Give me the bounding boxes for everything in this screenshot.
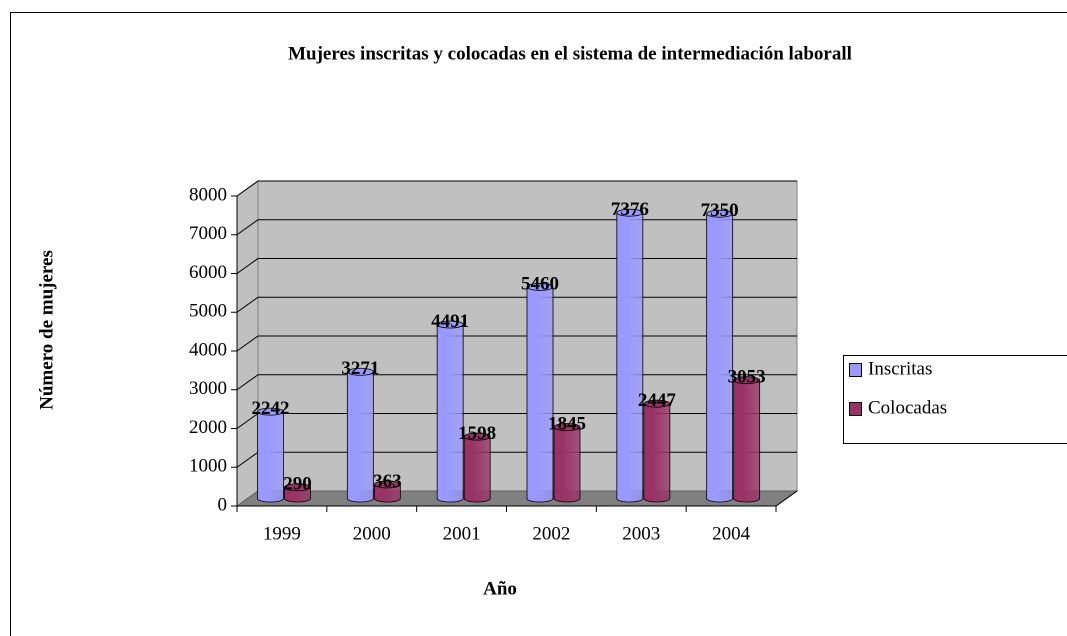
bar-top xyxy=(463,432,491,441)
bar-body xyxy=(733,379,761,503)
bar-body xyxy=(257,411,284,503)
bar xyxy=(257,407,284,503)
data-label: 5460 xyxy=(521,273,559,294)
bar-top xyxy=(257,407,284,416)
bar-body xyxy=(526,286,554,503)
bar xyxy=(616,208,644,503)
grid-line xyxy=(236,180,797,197)
y-tick-label: 7000 xyxy=(189,223,227,244)
x-tick-label: 2003 xyxy=(622,523,660,544)
y-axis-label: Número de mujeres xyxy=(36,250,57,410)
bar-body xyxy=(706,213,734,503)
bar-body xyxy=(643,403,671,503)
data-label: 2447 xyxy=(638,390,677,411)
y-tick-label: 1000 xyxy=(189,456,227,477)
x-tick-label: 2000 xyxy=(353,523,391,544)
bar-body xyxy=(463,436,491,503)
bar-top xyxy=(706,209,734,218)
x-tick-label: 2001 xyxy=(443,523,481,544)
bar-top xyxy=(346,367,374,376)
data-label: 7350 xyxy=(701,200,739,221)
x-tick-label: 2004 xyxy=(712,523,751,544)
data-label: 7376 xyxy=(611,199,649,220)
data-label: 1845 xyxy=(548,413,586,434)
data-label: 2242 xyxy=(252,398,290,419)
bar-top xyxy=(643,399,671,408)
data-label: 4491 xyxy=(431,311,469,332)
legend-swatch xyxy=(849,402,862,416)
bar-body xyxy=(616,212,644,503)
bar-top xyxy=(733,376,761,385)
bar-body xyxy=(284,486,311,503)
x-axis-label: Año xyxy=(483,578,517,599)
bar-body xyxy=(436,324,464,503)
bar-body xyxy=(553,426,581,503)
bar-top xyxy=(436,320,464,329)
bar xyxy=(733,376,761,503)
data-label: 363 xyxy=(373,471,402,492)
y-tick-label: 3000 xyxy=(189,378,227,399)
data-label: 290 xyxy=(283,474,312,495)
legend-label: Colocadas xyxy=(868,397,947,418)
x-tick-label: 1999 xyxy=(263,523,301,544)
x-tick-label: 2002 xyxy=(532,523,570,544)
legend xyxy=(843,355,1067,444)
data-label: 3271 xyxy=(341,358,379,379)
bar xyxy=(373,480,401,503)
bar xyxy=(346,367,374,503)
bar-top xyxy=(526,283,554,291)
y-tick-label: 6000 xyxy=(189,262,227,283)
bar xyxy=(643,399,671,503)
bar xyxy=(463,432,491,503)
chart-title: Mujeres inscritas y colocadas en el sist… xyxy=(288,43,852,64)
y-tick-label: 2000 xyxy=(189,417,227,438)
bar-body xyxy=(346,371,374,503)
bar xyxy=(284,483,311,503)
bar-top xyxy=(553,423,581,431)
bar-top xyxy=(284,483,311,492)
y-tick-label: 0 xyxy=(218,494,228,515)
bar-body xyxy=(373,484,401,503)
legend-label: Inscritas xyxy=(868,358,932,379)
data-label: 1598 xyxy=(458,423,496,444)
bar-top xyxy=(373,480,401,489)
legend-swatch xyxy=(849,363,862,377)
bar xyxy=(706,209,734,503)
y-tick-label: 5000 xyxy=(189,301,227,322)
bar xyxy=(436,320,464,503)
x-axis-depth xyxy=(775,490,798,507)
bar xyxy=(553,423,581,503)
bar xyxy=(526,283,554,503)
y-tick-label: 4000 xyxy=(189,339,227,360)
y-tick-label: 8000 xyxy=(189,184,227,205)
data-label: 3053 xyxy=(728,367,766,388)
bar-top xyxy=(616,208,644,217)
